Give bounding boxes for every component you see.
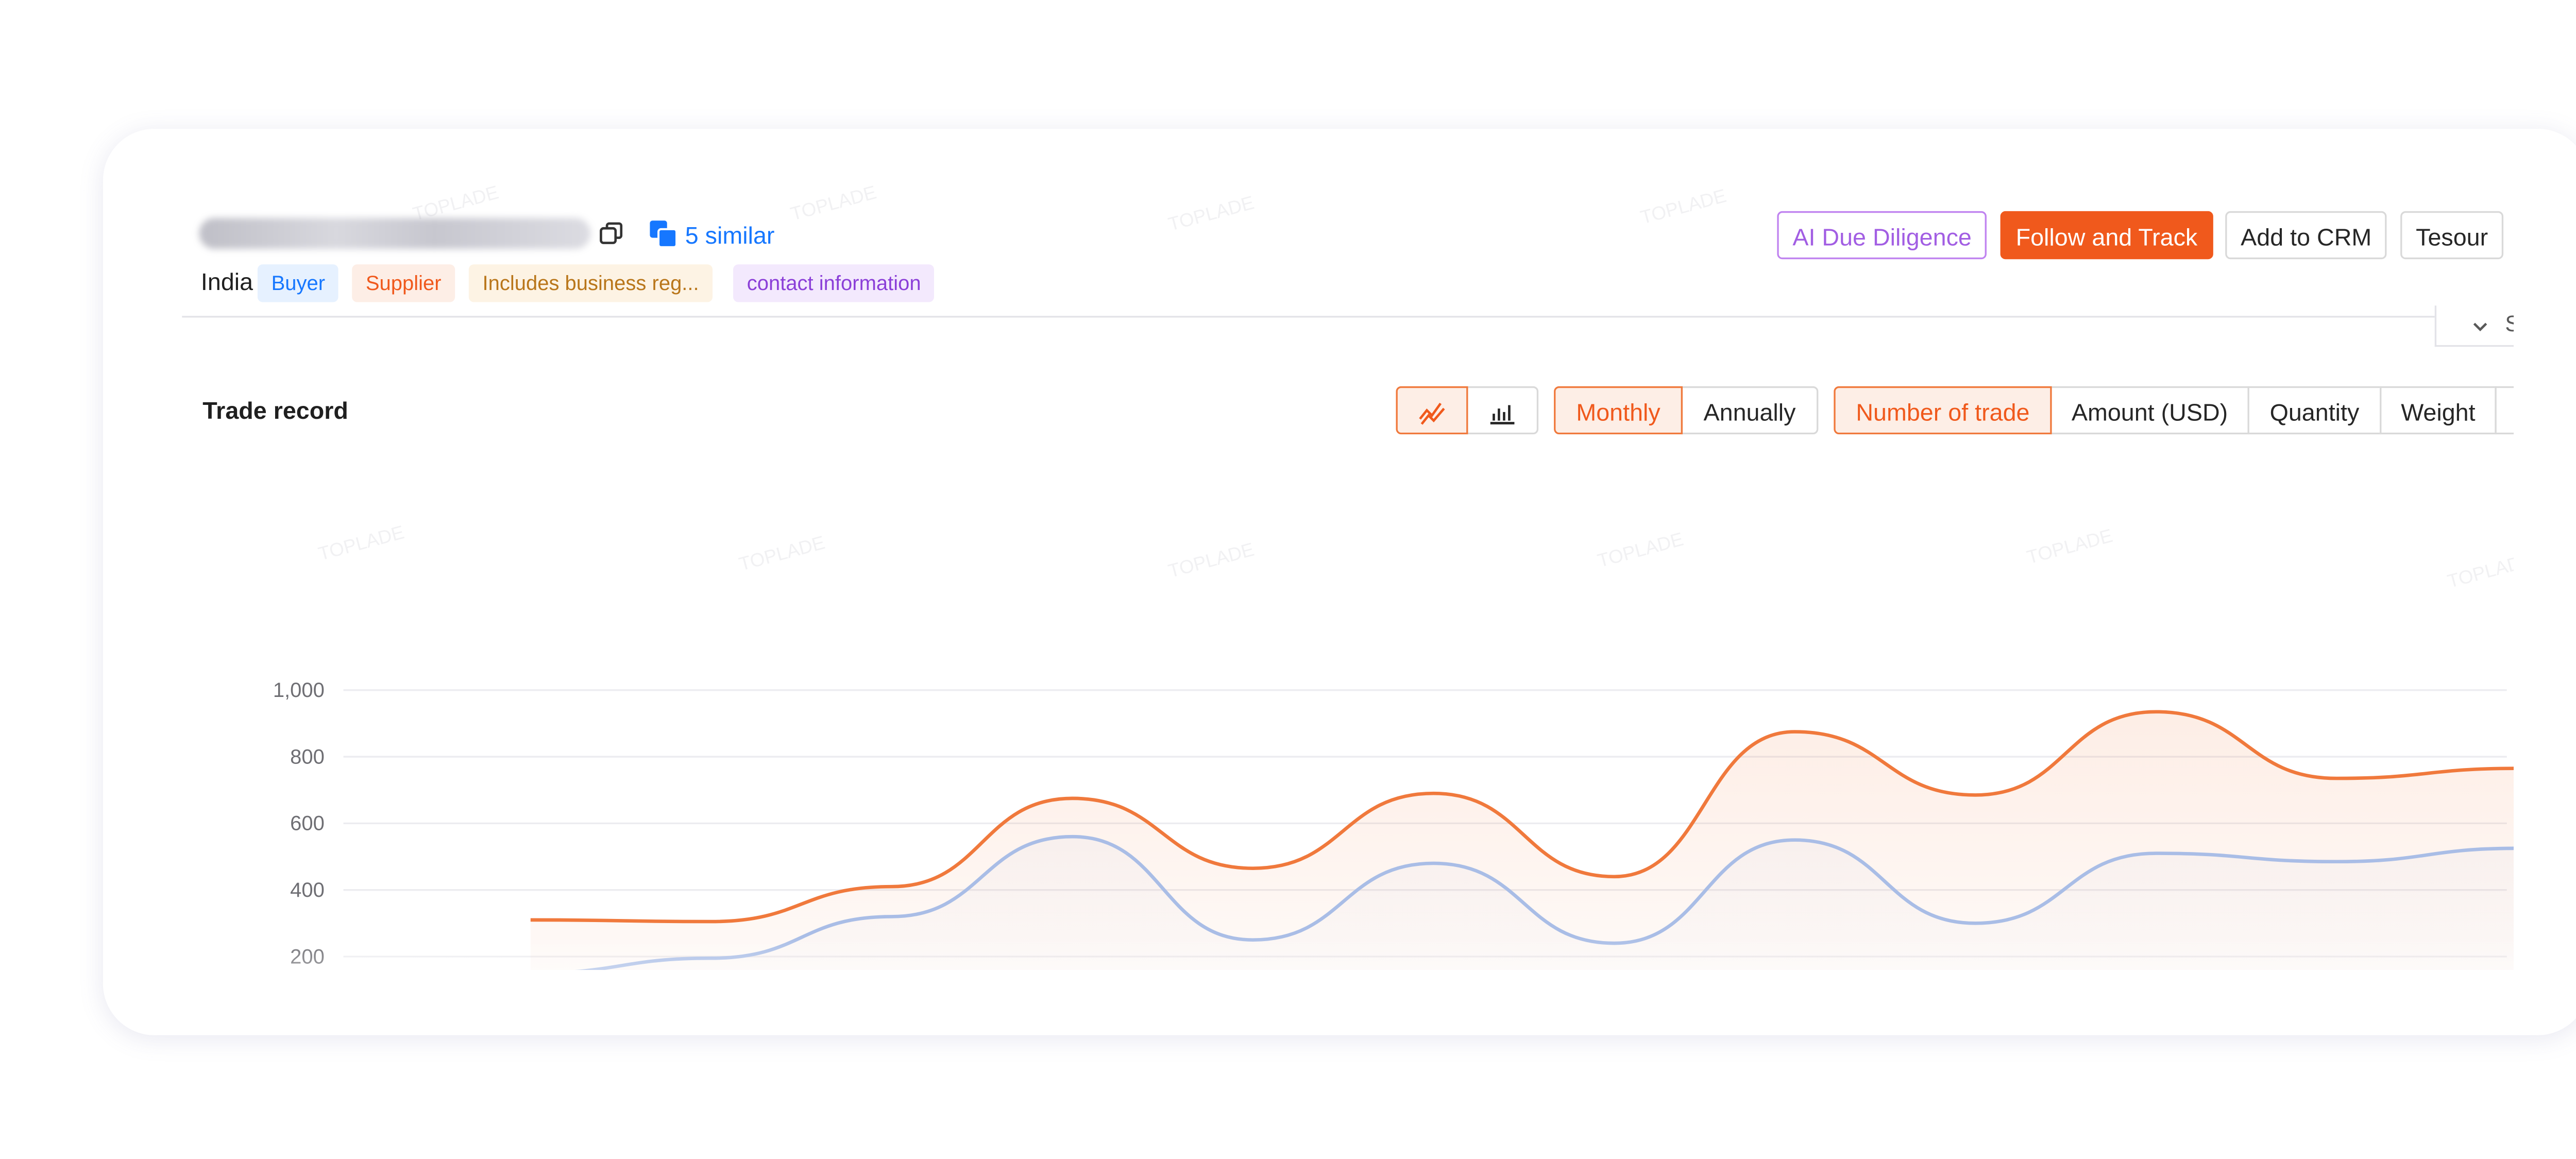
- similar-label: 5 similar: [685, 220, 775, 248]
- chevron-down-icon: [2473, 322, 2487, 332]
- watermark: TOPLADE: [1638, 186, 1729, 229]
- metric-amount-usd[interactable]: Amount (USD): [2050, 386, 2249, 435]
- follow-and-track-button[interactable]: Follow and Track: [2000, 211, 2213, 260]
- period-annually[interactable]: Annually: [1681, 386, 1819, 435]
- tag-supplier: Supplier: [352, 264, 455, 302]
- metric-weight[interactable]: Weight: [2380, 386, 2497, 435]
- collapse-label: S: [2505, 311, 2514, 336]
- tag-buyer: Buyer: [257, 264, 339, 302]
- similar-icon: [650, 220, 678, 248]
- similar-link[interactable]: 5 similar: [649, 220, 775, 249]
- y-tick-label: 1,000: [273, 679, 325, 702]
- card-content: 5 similar India Buyer Supplier Includes …: [103, 129, 2514, 1035]
- metric-more[interactable]: [2495, 386, 2514, 435]
- bar-chart-icon: [1490, 404, 1515, 424]
- line-chart-icon: [1419, 402, 1445, 424]
- series-orange-line: [530, 710, 2514, 924]
- series-blue-line: [575, 834, 2514, 970]
- add-to-crm-button[interactable]: Add to CRM: [2225, 211, 2387, 260]
- watermark: TOPLADE: [788, 183, 879, 226]
- more-actions-button[interactable]: Tesour: [2400, 211, 2504, 260]
- line-chart-toggle[interactable]: [1396, 386, 1468, 435]
- bar-chart-toggle[interactable]: [1466, 386, 1539, 435]
- collapse-toggle[interactable]: S: [2434, 305, 2514, 347]
- company-card: 5 similar India Buyer Supplier Includes …: [103, 128, 2576, 1035]
- metric-quantity[interactable]: Quantity: [2247, 386, 2382, 435]
- ai-due-diligence-button[interactable]: AI Due Diligence: [1777, 211, 1987, 260]
- y-tick-label: 800: [290, 745, 325, 768]
- watermark: TOPLADE: [1166, 193, 1257, 236]
- y-tick-label: 400: [290, 879, 325, 901]
- trade-record-chart: 1,00080060040020002025012025022025032025…: [273, 679, 2514, 970]
- header-divider: [182, 316, 2514, 318]
- copy-icon[interactable]: [599, 221, 623, 246]
- period-monthly[interactable]: Monthly: [1554, 386, 1683, 435]
- tag-contact-information: contact information: [733, 264, 935, 302]
- y-tick-label: 600: [290, 812, 325, 835]
- y-tick-label: 200: [290, 945, 325, 968]
- trade-record-title: Trade record: [202, 396, 348, 424]
- company-name: [199, 218, 591, 249]
- tag-business-registration: Includes business reg...: [468, 264, 713, 302]
- country-label: India: [200, 267, 253, 296]
- metric-number-of-trade[interactable]: Number of trade: [1834, 386, 2052, 435]
